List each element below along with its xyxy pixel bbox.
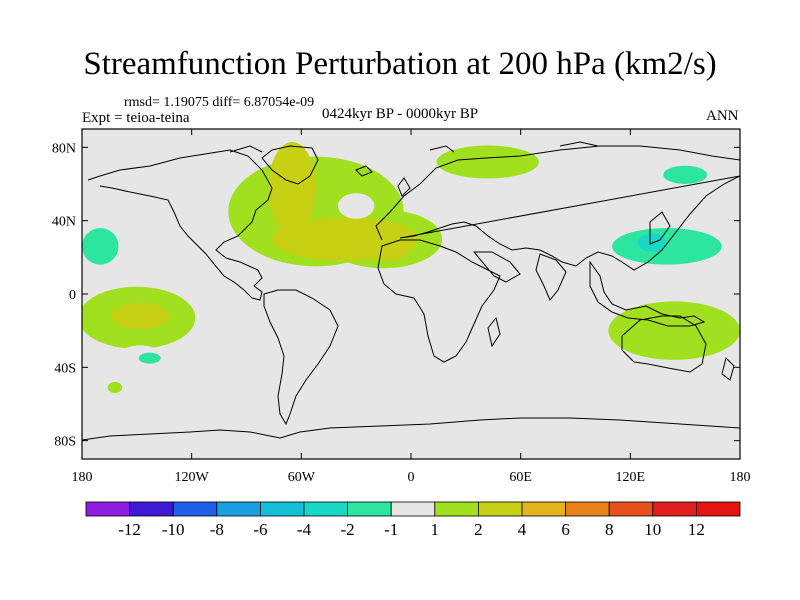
axis-ticks: 180 120W 60W 0 60E 120E 180 80N 40N 0 40S 80S bbox=[52, 129, 751, 485]
colorbar-label: -8 bbox=[210, 520, 224, 539]
colorbar-label: -12 bbox=[118, 520, 141, 539]
contour-region-11 bbox=[663, 165, 708, 184]
contour-region-24 bbox=[244, 330, 256, 338]
coast-arctic-islands bbox=[229, 141, 599, 153]
colorbar-label: 12 bbox=[688, 520, 705, 539]
colorbar: -12 -10 -8 -6 -4 -2 -1 1 2 4 6 8 10 12 bbox=[85, 501, 741, 539]
colorbar-swatch bbox=[259, 501, 305, 517]
colorbar-label: 6 bbox=[561, 520, 570, 539]
coast-india bbox=[535, 253, 567, 301]
coast-greenland bbox=[261, 145, 319, 185]
contour-region-5 bbox=[268, 141, 316, 234]
colorbar-label: -10 bbox=[162, 520, 185, 539]
colorbar-label: 10 bbox=[644, 520, 661, 539]
contour-region-22 bbox=[608, 301, 740, 360]
contour-region-7 bbox=[367, 231, 412, 261]
coast-arabia bbox=[472, 251, 521, 283]
contour-region-13 bbox=[612, 228, 722, 265]
colorbar-swatch bbox=[172, 501, 218, 517]
colorbar-swatch bbox=[652, 501, 697, 517]
x-tick-label: 60W bbox=[288, 470, 316, 485]
coastlines bbox=[82, 141, 740, 441]
coast-australia bbox=[621, 315, 707, 373]
coast-new-zealand bbox=[721, 357, 735, 381]
colorbar-swatch bbox=[565, 501, 610, 517]
colorbar-swatch bbox=[477, 501, 523, 517]
coast-europe-asia bbox=[375, 145, 740, 271]
colorbar-swatch bbox=[347, 501, 392, 517]
season-label: ANN bbox=[706, 108, 739, 124]
map-background bbox=[82, 129, 740, 459]
rmsd-label: rmsd= 1.19075 diff= 6.87054e-09 bbox=[124, 95, 315, 110]
colorbar-label: 4 bbox=[518, 520, 527, 539]
coast-japan bbox=[649, 211, 671, 245]
contour-region-18 bbox=[138, 352, 161, 364]
period-label: 0424kyr BP - 0000kyr BP bbox=[322, 106, 479, 122]
coast-uk bbox=[397, 177, 411, 197]
colorbar-swatch bbox=[390, 501, 436, 517]
x-tick-label: 0 bbox=[408, 470, 415, 485]
contour-region-20 bbox=[259, 305, 333, 349]
colorbar-label: -6 bbox=[253, 520, 267, 539]
colorbar-swatch bbox=[85, 501, 130, 517]
coast-south-america bbox=[263, 289, 339, 426]
colorbar-label: 2 bbox=[474, 520, 483, 539]
colorbar-label: -1 bbox=[384, 520, 398, 539]
colorbar-label: -2 bbox=[341, 520, 355, 539]
contour-region-8 bbox=[337, 193, 375, 219]
coast-madagascar bbox=[487, 316, 501, 348]
colorbar-label: 8 bbox=[605, 520, 614, 539]
coast-africa bbox=[377, 239, 501, 363]
contour-region-19 bbox=[107, 382, 123, 393]
y-tick-label: 80S bbox=[54, 435, 76, 450]
contour-region-16 bbox=[111, 303, 170, 329]
colorbar-label: 1 bbox=[431, 520, 440, 539]
x-tick-label: 180 bbox=[730, 470, 751, 485]
chart-title: Streamfunction Perturbation at 200 hPa (… bbox=[83, 46, 717, 82]
coast-southeast-asia bbox=[589, 260, 706, 327]
coast-antarctica bbox=[82, 417, 740, 441]
y-tick-label: 80N bbox=[52, 141, 76, 156]
y-tick-label: 40S bbox=[54, 361, 76, 376]
colorbar-swatch bbox=[129, 501, 174, 517]
colorbar-swatch bbox=[696, 501, 741, 517]
x-tick-label: 60E bbox=[509, 470, 532, 485]
experiment-label: Expt = teioa-teina bbox=[82, 110, 190, 126]
contour-region-9 bbox=[436, 145, 539, 179]
x-tick-label: 120W bbox=[175, 470, 210, 485]
colorbar-swatch bbox=[521, 501, 566, 517]
contour-region-21 bbox=[341, 295, 547, 344]
colorbar-swatch bbox=[303, 501, 348, 517]
colorbar-label: -4 bbox=[297, 520, 312, 539]
y-tick-label: 40N bbox=[52, 215, 76, 230]
colorbar-swatch bbox=[608, 501, 654, 517]
x-tick-label: 180 bbox=[72, 470, 93, 485]
x-tick-label: 120E bbox=[616, 470, 646, 485]
colorbar-swatch bbox=[216, 501, 261, 517]
contour-regions bbox=[82, 141, 740, 395]
contour-region-1 bbox=[82, 228, 119, 265]
y-tick-label: 0 bbox=[69, 288, 76, 303]
coast-iceland bbox=[355, 165, 373, 177]
colorbar-swatch bbox=[434, 501, 479, 517]
contour-region-23 bbox=[376, 383, 402, 395]
contour-region-2 bbox=[177, 215, 214, 234]
